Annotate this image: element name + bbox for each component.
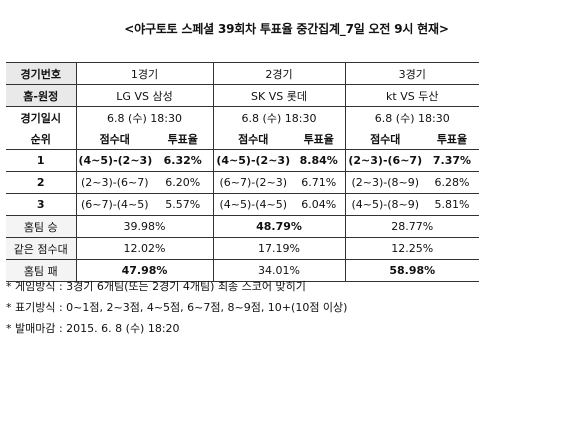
home-loss-label: 홈팀 패 — [6, 259, 76, 282]
game-number-label: 경기번호 — [6, 62, 76, 85]
game-2-home-win: 48.79% — [212, 215, 345, 238]
note-notation: * 표기방식 : 0~1점, 2~3점, 4~5점, 6~7점, 8~9점, 1… — [6, 301, 348, 314]
game-1-rank-3-rate: 5.57% — [153, 193, 213, 216]
game-2-rank-2-rate: 6.71% — [293, 171, 345, 194]
game-3-home-win: 28.77% — [344, 215, 479, 238]
game-1-rank-1-rate: 6.32% — [153, 149, 213, 172]
game-3-rate-header: 투표율 — [425, 128, 479, 150]
game-2-score-header: 점수대 — [212, 128, 293, 150]
table-row: 3 (6~7)-(4~5) 5.57% (4~5)-(4~5) 6.04% (4… — [6, 193, 479, 216]
game-3-rank-3-score: (4~5)-(8~9) — [344, 193, 425, 216]
game-3-rank-2-rate: 6.28% — [425, 171, 479, 194]
same-score-row: 같은 점수대 12.02% 17.19% 12.25% — [6, 237, 479, 260]
rank-number: 2 — [6, 171, 76, 194]
same-score-label: 같은 점수대 — [6, 237, 76, 260]
table-row: 2 (2~3)-(6~7) 6.20% (6~7)-(2~3) 6.71% (2… — [6, 171, 479, 194]
datetime-row: 경기일시 6.8 (수) 18:30 6.8 (수) 18:30 6.8 (수)… — [6, 106, 479, 128]
game-2-matchup: SK VS 롯데 — [212, 84, 345, 107]
game-2-same-score: 17.19% — [212, 237, 345, 260]
game-3-rank-2-score: (2~3)-(8~9) — [344, 171, 425, 194]
rank-number: 1 — [6, 149, 76, 172]
game-number-row: 경기번호 1경기 2경기 3경기 — [6, 62, 479, 85]
table-row: 1 (4~5)-(2~3) 6.32% (4~5)-(2~3) 8.84% (2… — [6, 149, 479, 172]
game-1-same-score: 12.02% — [75, 237, 213, 260]
note-game-method: * 게임방식 : 3경기 6개팀(또는 2경기 4개팀) 최종 스코어 맞히기 — [6, 280, 306, 293]
game-2-rate-header: 투표율 — [293, 128, 345, 150]
game-1-rank-3-score: (6~7)-(4~5) — [75, 193, 153, 216]
game-1-rank-1-score: (4~5)-(2~3) — [75, 149, 153, 172]
game-1-rate-header: 투표율 — [153, 128, 213, 150]
game-1-home-loss: 47.98% — [75, 259, 213, 282]
rank-header-row: 순위 점수대 투표율 점수대 투표율 점수대 투표율 — [6, 128, 479, 150]
matchup-label: 홈-원정 — [6, 84, 76, 107]
home-win-row: 홈팀 승 39.98% 48.79% 28.77% — [6, 215, 479, 238]
home-loss-row: 홈팀 패 47.98% 34.01% 58.98% — [6, 259, 479, 282]
game-3-rank-1-rate: 7.37% — [425, 149, 479, 172]
game-1-home-win: 39.98% — [75, 215, 213, 238]
vote-rate-table: 경기번호 1경기 2경기 3경기 홈-원정 LG VS 삼성 SK VS 롯데 … — [6, 62, 479, 282]
game-3-same-score: 12.25% — [344, 237, 479, 260]
datetime-label: 경기일시 — [20, 111, 61, 125]
game-1-rank-2-score: (2~3)-(6~7) — [75, 171, 153, 194]
game-2-datetime: 6.8 (수) 18:30 — [212, 106, 345, 128]
matchup-row: 홈-원정 LG VS 삼성 SK VS 롯데 kt VS 두산 — [6, 84, 479, 107]
game-2-rank-3-score: (4~5)-(4~5) — [212, 193, 293, 216]
game-1-datetime: 6.8 (수) 18:30 — [75, 106, 213, 128]
game-3-datetime: 6.8 (수) 18:30 — [344, 106, 479, 128]
game-1-score-header: 점수대 — [75, 128, 153, 150]
game-3-rank-1-score: (2~3)-(6~7) — [344, 149, 425, 172]
rank-label: 순위 — [6, 128, 76, 150]
game-2-home-loss: 34.01% — [212, 259, 345, 282]
notes: * 게임방식 : 3경기 6개팀(또는 2경기 4개팀) 최종 스코어 맞히기 … — [6, 276, 566, 339]
game-2-rank-3-rate: 6.04% — [293, 193, 345, 216]
game-3-home-loss: 58.98% — [344, 259, 479, 282]
game-3-number: 3경기 — [344, 62, 479, 85]
game-1-number: 1경기 — [75, 62, 213, 85]
page-title: <야구토토 스페셜 39회차 투표율 중간집계_7일 오전 9시 현재> — [124, 22, 449, 36]
game-3-matchup: kt VS 두산 — [344, 84, 479, 107]
game-2-rank-1-rate: 8.84% — [293, 149, 345, 172]
note-sales-deadline: * 발매마감 : 2015. 6. 8 (수) 18:20 — [6, 322, 180, 335]
game-2-rank-1-score: (4~5)-(2~3) — [212, 149, 293, 172]
game-1-matchup: LG VS 삼성 — [75, 84, 213, 107]
game-2-rank-2-score: (6~7)-(2~3) — [212, 171, 293, 194]
game-2-number: 2경기 — [212, 62, 345, 85]
home-win-label: 홈팀 승 — [6, 215, 76, 238]
rank-number: 3 — [6, 193, 76, 216]
game-3-score-header: 점수대 — [344, 128, 425, 150]
game-1-rank-2-rate: 6.20% — [153, 171, 213, 194]
game-3-rank-3-rate: 5.81% — [425, 193, 479, 216]
